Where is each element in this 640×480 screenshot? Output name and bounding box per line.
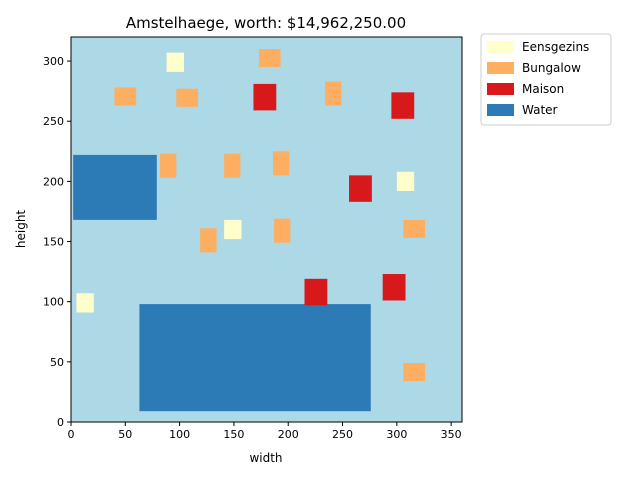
bungalow-area-8: [258, 49, 281, 68]
plot-areas: [73, 49, 426, 412]
bungalow-area-16: [403, 363, 426, 382]
legend-label-bungalow: Bungalow: [522, 61, 581, 75]
bungalow-area-6: [114, 87, 137, 106]
x-tick-label: 200: [278, 428, 299, 441]
bungalow-area-10: [160, 153, 177, 178]
x-tick-label: 50: [118, 428, 132, 441]
legend-swatch-bungalow: [487, 62, 514, 74]
legend-frame: [480, 33, 612, 126]
y-tick-label: 0: [57, 416, 64, 429]
x-tick-label: 300: [386, 428, 407, 441]
chart-title: Amstelhaege, worth: $14,962,250.00: [126, 14, 406, 32]
x-tick-label: 0: [68, 428, 75, 441]
x-axis: 0 50 100 150 200 250 300 350: [68, 422, 462, 441]
y-tick-label: 250: [43, 115, 64, 128]
bungalow-area-13: [274, 218, 291, 243]
maison-area-19: [349, 175, 372, 202]
legend: Eensgezins Bungalow Maison Water: [480, 33, 612, 126]
maison-area-20: [304, 278, 328, 306]
water-area-1: [139, 304, 371, 412]
bungalow-area-15: [403, 219, 426, 238]
eensgezins-area-4: [396, 171, 415, 191]
legend-swatch-water: [487, 104, 514, 116]
eensgezins-area-3: [224, 219, 242, 240]
y-tick-label: 300: [43, 55, 64, 68]
eensgezins-area-5: [76, 293, 94, 313]
y-axis: 0 50 100 150 200 250 300: [43, 55, 71, 429]
legend-label-maison: Maison: [522, 82, 564, 96]
bungalow-area-7: [176, 88, 199, 107]
maison-area-21: [382, 274, 406, 301]
water-area-0: [73, 154, 157, 220]
bungalow-area-11: [224, 153, 241, 178]
y-tick-label: 100: [43, 296, 64, 309]
bungalow-area-9: [325, 81, 342, 106]
bungalow-area-12: [273, 151, 290, 176]
x-tick-label: 350: [441, 428, 462, 441]
eensgezins-area-2: [166, 52, 184, 72]
plot-frame: [70, 36, 463, 423]
maison-area-18: [391, 92, 415, 119]
legend-swatch-eensgezins: [487, 41, 514, 53]
bungalow-area-14: [200, 228, 217, 253]
legend-label-eensgezins: Eensgezins: [522, 40, 589, 54]
x-tick-label: 150: [223, 428, 244, 441]
legend-label-water: Water: [522, 103, 558, 117]
maison-area-17: [253, 83, 277, 111]
y-tick-label: 200: [43, 175, 64, 188]
x-axis-label: width: [249, 451, 282, 465]
y-axis-label: height: [14, 210, 28, 249]
y-tick-label: 150: [43, 236, 64, 249]
x-tick-label: 250: [332, 428, 353, 441]
legend-swatch-maison: [487, 83, 514, 95]
y-tick-label: 50: [50, 356, 64, 369]
x-tick-label: 100: [169, 428, 190, 441]
